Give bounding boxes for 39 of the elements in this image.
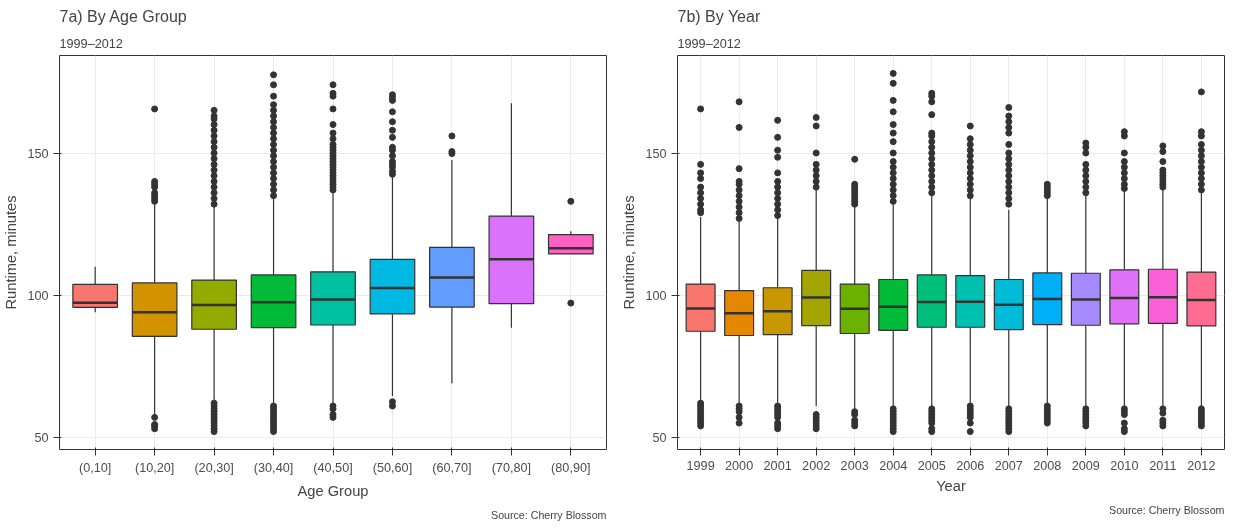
x-tick-label: 1999	[686, 458, 715, 473]
x-axis-title: Year	[936, 477, 966, 494]
x-tick-label: (30,40]	[253, 460, 294, 475]
x-tick-label: 2011	[1149, 458, 1177, 473]
x-tick-label: 2001	[763, 458, 792, 473]
y-tick-label: 150	[27, 146, 49, 161]
x-tick-label: 2006	[956, 458, 985, 473]
chart-subtitle: 1999–2012	[677, 36, 741, 51]
x-tick-label: 2008	[1033, 458, 1062, 473]
y-tick-label: 100	[645, 288, 667, 303]
x-axis-title: Age Group	[297, 482, 369, 499]
y-tick-label: 50	[652, 430, 667, 445]
y-axis-title: Runtime, minutes	[621, 195, 638, 310]
x-tick-label: (50,60]	[372, 460, 413, 475]
y-tick-label: 150	[645, 146, 667, 161]
x-tick-label: (70,80]	[491, 460, 532, 475]
source-note: Source: Cherry Blossom	[1109, 503, 1225, 516]
source-note: Source: Cherry Blossom	[491, 508, 607, 521]
x-tick-label: (40,50]	[313, 460, 353, 475]
x-tick-label: (20,30]	[194, 460, 234, 475]
x-tick-label: 2012	[1187, 458, 1216, 473]
y-tick-label: 50	[34, 430, 49, 445]
y-axis-title: Runtime, minutes	[3, 195, 20, 310]
chart-title: 7a) By Age Group	[59, 7, 187, 25]
x-tick-label: 2005	[917, 458, 946, 473]
x-tick-label: 2010	[1110, 458, 1139, 473]
chart-title: 7b) By Year	[677, 7, 761, 25]
x-tick-label: 2003	[840, 458, 869, 473]
x-tick-label: (0,10]	[78, 460, 112, 475]
x-tick-label: 2000	[725, 458, 754, 473]
y-tick-label: 100	[27, 288, 49, 303]
chart-subtitle: 1999–2012	[59, 36, 123, 51]
x-tick-label: 2004	[879, 458, 908, 473]
x-tick-label: (80,90]	[551, 460, 591, 475]
x-tick-label: 2007	[994, 458, 1023, 473]
x-tick-label: 2002	[802, 458, 831, 473]
x-tick-label: 2009	[1071, 458, 1100, 473]
x-tick-label: (60,70]	[432, 460, 472, 475]
x-tick-label: (10,20]	[134, 460, 175, 475]
